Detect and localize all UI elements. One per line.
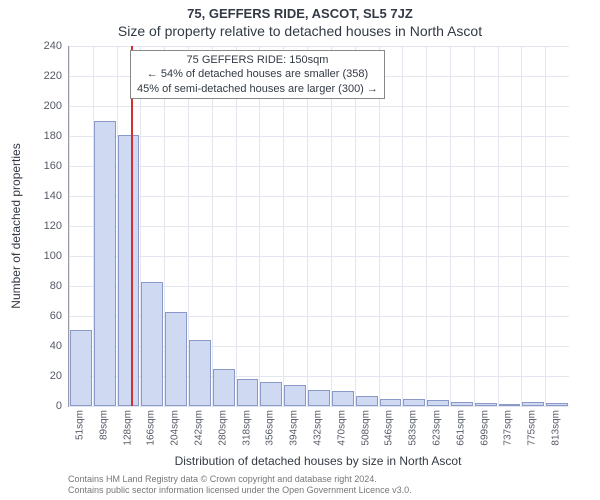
x-tick-label: 508sqm (360, 410, 371, 446)
gridline-h (69, 256, 569, 257)
x-axis-label: Distribution of detached houses by size … (68, 454, 568, 468)
y-tick-label: 60 (32, 310, 62, 322)
x-tick-label: 242sqm (193, 410, 204, 446)
histogram-bar (356, 396, 378, 407)
x-tick-label: 661sqm (455, 410, 466, 446)
x-tick-label: 432sqm (313, 410, 324, 446)
x-tick-label: 280sqm (217, 410, 228, 446)
y-axis-label: Number of detached properties (9, 143, 23, 308)
gridline-h (69, 136, 569, 137)
histogram-bar (237, 379, 259, 406)
histogram-bar (284, 385, 306, 406)
histogram-bar (499, 404, 521, 406)
footer-line1: Contains HM Land Registry data © Crown c… (68, 474, 412, 485)
histogram-bar (213, 369, 235, 407)
chart-area: Number of detached properties 75 GEFFERS… (68, 46, 568, 406)
x-tick-label: 775sqm (527, 410, 538, 446)
gridline-v (331, 46, 332, 406)
gridline-h (69, 226, 569, 227)
gridline-v (402, 46, 403, 406)
x-tick-label: 813sqm (551, 410, 562, 446)
address-line: 75, GEFFERS RIDE, ASCOT, SL5 7JZ (0, 0, 600, 21)
chart-container: 75, GEFFERS RIDE, ASCOT, SL5 7JZ Size of… (0, 0, 600, 500)
gridline-v (379, 46, 380, 406)
x-tick-label: 128sqm (122, 410, 133, 446)
histogram-bar (165, 312, 187, 407)
histogram-bar (70, 330, 92, 407)
gridline-v (355, 46, 356, 406)
y-tick-label: 220 (32, 70, 62, 82)
gridline-v (212, 46, 213, 406)
annotation-line2: ← 54% of detached houses are smaller (35… (137, 67, 378, 81)
annotation-line3: 45% of semi-detached houses are larger (… (137, 82, 378, 96)
reference-line (131, 46, 133, 406)
x-tick-label: 89sqm (98, 410, 109, 440)
gridline-v (307, 46, 308, 406)
gridline-v (498, 46, 499, 406)
histogram-bar (260, 382, 282, 406)
y-tick-label: 80 (32, 280, 62, 292)
x-tick-label: 583sqm (408, 410, 419, 446)
histogram-bar (403, 399, 425, 407)
y-tick-label: 180 (32, 130, 62, 142)
gridline-h (69, 106, 569, 107)
footer-line2: Contains public sector information licen… (68, 485, 412, 496)
x-tick-label: 470sqm (336, 410, 347, 446)
footer-text: Contains HM Land Registry data © Crown c… (68, 474, 412, 496)
histogram-bar (118, 135, 140, 407)
annotation-line1: 75 GEFFERS RIDE: 150sqm (137, 53, 378, 67)
y-tick-label: 0 (32, 400, 62, 412)
x-tick-label: 623sqm (432, 410, 443, 446)
y-tick-label: 20 (32, 370, 62, 382)
y-tick-label: 100 (32, 250, 62, 262)
plot-region (68, 46, 569, 407)
histogram-bar (546, 403, 568, 406)
x-tick-label: 356sqm (265, 410, 276, 446)
chart-title: Size of property relative to detached ho… (0, 21, 600, 43)
gridline-h (69, 46, 569, 47)
gridline-h (69, 196, 569, 197)
histogram-bar (332, 391, 354, 406)
gridline-v (426, 46, 427, 406)
histogram-bar (427, 400, 449, 406)
annotation-box: 75 GEFFERS RIDE: 150sqm ← 54% of detache… (130, 50, 385, 99)
gridline-v (259, 46, 260, 406)
x-tick-label: 204sqm (170, 410, 181, 446)
y-tick-label: 200 (32, 100, 62, 112)
histogram-bar (380, 399, 402, 407)
x-tick-label: 394sqm (289, 410, 300, 446)
histogram-bar (475, 403, 497, 406)
gridline-h (69, 166, 569, 167)
gridline-v (521, 46, 522, 406)
histogram-bar (94, 121, 116, 406)
y-tick-label: 160 (32, 160, 62, 172)
gridline-v (545, 46, 546, 406)
y-tick-label: 140 (32, 190, 62, 202)
histogram-bar (522, 402, 544, 407)
histogram-bar (451, 402, 473, 407)
gridline-v (236, 46, 237, 406)
y-tick-label: 120 (32, 220, 62, 232)
x-tick-label: 166sqm (146, 410, 157, 446)
y-tick-label: 40 (32, 340, 62, 352)
x-tick-label: 318sqm (241, 410, 252, 446)
histogram-bar (308, 390, 330, 407)
x-tick-label: 737sqm (503, 410, 514, 446)
y-tick-label: 240 (32, 40, 62, 52)
gridline-h (69, 406, 569, 407)
x-tick-label: 546sqm (384, 410, 395, 446)
histogram-bar (141, 282, 163, 407)
gridline-v (474, 46, 475, 406)
x-tick-label: 51sqm (74, 410, 85, 440)
x-tick-label: 699sqm (479, 410, 490, 446)
histogram-bar (189, 340, 211, 406)
gridline-v (450, 46, 451, 406)
gridline-v (283, 46, 284, 406)
